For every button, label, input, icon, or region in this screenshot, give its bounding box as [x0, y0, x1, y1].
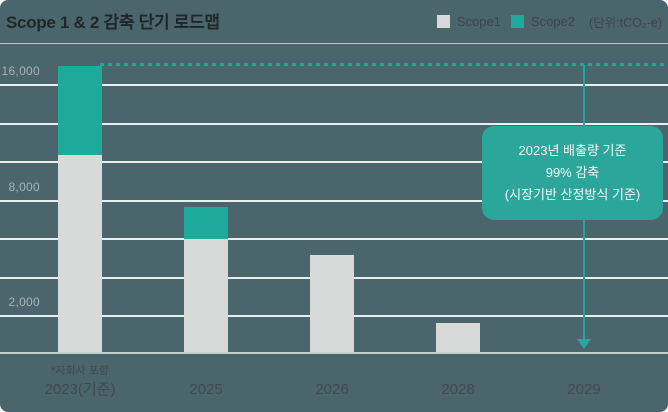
x-axis-line — [0, 352, 668, 354]
callout-line-2: 99% 감축 — [545, 165, 600, 180]
legend-item-scope1: Scope1 — [436, 14, 501, 29]
legend-label-scope1: Scope1 — [456, 14, 501, 29]
chart-header: Scope 1 & 2 감축 단기 로드맵 Scope1 Scope2 (단위:… — [0, 0, 668, 43]
x-axis-label: 2025 — [189, 381, 223, 398]
x-axis-note — [315, 362, 348, 380]
x-axis-label: 2026 — [315, 381, 349, 398]
reduction-callout: 2023년 배출량 기준 99% 감축 (시장기반 산정방식 기준) — [482, 126, 663, 220]
bar-scope1-2025 — [184, 239, 228, 352]
x-axis-label: 2023(기준) — [44, 381, 116, 398]
x-axis-note — [189, 362, 222, 380]
x-axis-note — [567, 362, 600, 380]
y-axis-tick-label: 8,000 — [8, 179, 40, 194]
gridline — [0, 122, 668, 125]
arrow-down-icon — [577, 339, 591, 349]
bar-scope2-2023(기준) — [58, 66, 102, 155]
gridline — [0, 161, 668, 163]
x-axis-label-group: 2025 — [189, 362, 222, 400]
unit-label: (단위:tCO₂-e) — [589, 16, 662, 30]
baseline-2023-dashed-line — [100, 63, 668, 66]
gridline — [0, 84, 668, 86]
legend-label-scope2: Scope2 — [530, 14, 575, 29]
scope2-swatch — [510, 15, 524, 28]
x-axis-label-group: 2026 — [315, 362, 348, 400]
callout-line-1: 2023년 배출량 기준 — [518, 143, 627, 158]
bar-scope1-2026 — [310, 255, 354, 352]
callout-line-3: (시장기반 산정방식 기준) — [504, 187, 641, 202]
gridline — [0, 238, 668, 240]
scope1-swatch — [436, 15, 450, 28]
bar-scope1-2023(기준) — [58, 155, 102, 352]
bar-scope2-2025 — [184, 207, 228, 239]
x-axis-note: *자회사 포함 — [51, 365, 109, 377]
x-axis-label: 2029 — [567, 381, 601, 398]
x-axis-label-group: 2029 — [567, 362, 600, 400]
header-divider — [0, 43, 668, 44]
x-axis-label: 2028 — [441, 381, 475, 398]
gridline — [0, 199, 668, 202]
x-axis-label-group: *자회사 포함 2023(기준) — [45, 362, 116, 400]
x-axis-label-group: 2028 — [441, 362, 474, 400]
legend: Scope1 Scope2 (단위:tCO₂-e) — [436, 0, 662, 43]
y-axis-tick-label: 2,000 — [8, 295, 40, 309]
x-axis-labels: *자회사 포함 2023(기준) 2025 2026 2028 2029 — [0, 362, 668, 410]
y-axis-tick-label: 16,000 — [1, 64, 40, 78]
bar-scope1-2028 — [436, 323, 480, 352]
legend-item-scope2: Scope2 — [510, 14, 575, 29]
x-axis-note — [441, 362, 474, 380]
chart-title: Scope 1 & 2 감축 단기 로드맵 — [6, 13, 220, 32]
